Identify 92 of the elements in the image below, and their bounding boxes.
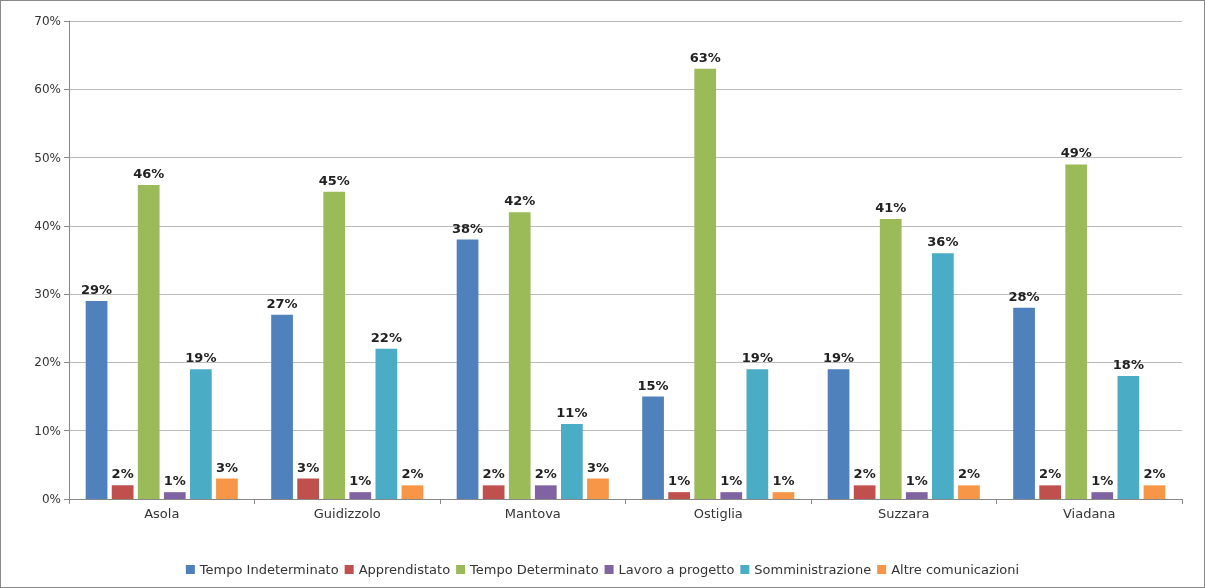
bar [271, 314, 293, 499]
x-tick-label: Guidizzolo [313, 506, 381, 521]
x-tick-label: Viadana [1062, 506, 1116, 521]
bar [853, 485, 876, 499]
data-label: 3% [215, 459, 238, 475]
data-label: 19% [823, 350, 855, 366]
data-label: 49% [1060, 145, 1092, 161]
data-label: 2% [957, 466, 980, 482]
bar [720, 492, 743, 499]
bar [642, 396, 664, 499]
bar [561, 423, 583, 499]
x-tick-label: Suzzara [878, 506, 930, 521]
legend-label: Apprendistato [358, 562, 451, 577]
legend-label: Tempo Indeterminato [198, 562, 339, 577]
bar [297, 478, 319, 499]
y-tick-label: 60% [34, 82, 61, 97]
bar [216, 478, 238, 499]
data-label: 2% [534, 466, 557, 482]
legend-label: Altre comunicazioni [891, 562, 1020, 577]
data-label: 2% [853, 466, 876, 482]
data-label: 36% [927, 234, 959, 250]
bar [1065, 164, 1088, 499]
bar [827, 369, 850, 499]
bar [1039, 485, 1061, 499]
data-label: 27% [266, 295, 298, 311]
data-label: 2% [401, 466, 424, 482]
bar [694, 68, 717, 499]
bar [668, 492, 690, 499]
data-label: 29% [81, 281, 113, 297]
y-tick-label: 30% [34, 287, 61, 302]
bar [508, 212, 531, 499]
y-tick-label: 40% [34, 218, 61, 233]
bar [375, 348, 398, 499]
data-label: 2% [1143, 466, 1166, 482]
x-tick-label: Asola [144, 506, 180, 521]
data-label: 1% [668, 473, 691, 489]
data-label: 11% [556, 404, 588, 420]
bar [746, 369, 769, 499]
legend-label: Somministrazione [754, 562, 872, 577]
data-label: 2% [482, 466, 505, 482]
bar [1117, 376, 1140, 499]
bar [772, 492, 795, 499]
data-label: 1% [349, 473, 372, 489]
y-tick-label: 50% [34, 150, 61, 165]
data-label: 45% [318, 172, 350, 188]
bar [1091, 492, 1114, 499]
y-tick-label: 0% [41, 492, 61, 506]
bar [1143, 485, 1166, 499]
data-label: 15% [637, 377, 669, 393]
data-label: 18% [1112, 357, 1144, 373]
bar [482, 485, 505, 499]
data-label: 38% [452, 220, 484, 236]
y-tick-label: 70% [34, 14, 61, 28]
data-label: 28% [1008, 288, 1040, 304]
data-label: 1% [1091, 473, 1114, 489]
bar [85, 300, 108, 499]
bar [587, 478, 609, 499]
bar [958, 485, 980, 499]
bar [163, 492, 186, 499]
bar [190, 369, 212, 499]
bar [1013, 307, 1035, 499]
bar [349, 492, 372, 499]
legend-label: Tempo Determinato [469, 562, 599, 577]
data-label: 2% [111, 466, 134, 482]
bar [456, 239, 479, 499]
data-label: 3% [297, 459, 320, 475]
data-label: 2% [1039, 466, 1062, 482]
bar [111, 485, 134, 499]
data-label: 46% [133, 165, 165, 181]
x-tick-label: Ostiglia [693, 506, 743, 521]
y-tick-label: 20% [34, 355, 61, 370]
data-label: 3% [586, 459, 609, 475]
data-label: 42% [504, 193, 536, 209]
x-tick-label: Mantova [504, 506, 561, 521]
data-label: 1% [772, 473, 795, 489]
bar [323, 191, 346, 499]
bar [401, 485, 424, 499]
data-label: 19% [185, 350, 217, 366]
data-label: 19% [741, 350, 773, 366]
data-label: 1% [720, 473, 743, 489]
bar [879, 219, 902, 499]
y-tick-label: 10% [34, 423, 61, 438]
bar [534, 485, 557, 499]
data-label: 1% [905, 473, 928, 489]
data-label: 22% [370, 329, 402, 345]
bar [932, 253, 954, 499]
data-label: 1% [163, 473, 186, 489]
bar [905, 492, 928, 499]
bar [137, 184, 160, 499]
data-label: 41% [875, 200, 907, 216]
legend-label: Lavoro a progetto [618, 562, 735, 577]
data-label: 63% [689, 49, 721, 65]
